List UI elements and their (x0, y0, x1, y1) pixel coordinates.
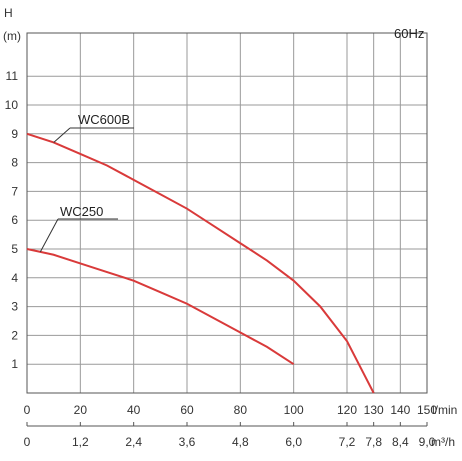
x2-tick-label: 7,2 (339, 435, 356, 449)
curves (26, 132, 375, 394)
y-tick-label: 11 (6, 69, 19, 83)
grid (26, 32, 428, 427)
y-tick-label: 10 (5, 98, 19, 112)
y-axis-label: H (4, 6, 13, 20)
series-line-wc250 (26, 248, 295, 366)
x-tick-label: 130 (364, 403, 384, 417)
x2-tick-label: 7,8 (365, 435, 382, 449)
x-tick-label: 150 (417, 403, 437, 417)
x-tick-label: 80 (234, 403, 248, 417)
y-tick-label: 5 (11, 242, 18, 256)
x2-tick-label: 6,0 (285, 435, 302, 449)
x-tick-label: 0 (24, 403, 31, 417)
x-tick-label: 60 (180, 403, 194, 417)
y-axis-unit: (m) (3, 29, 21, 43)
series-label-wc600b: WC600B (78, 112, 130, 127)
x2-tick-label: 0 (24, 435, 31, 449)
x2-tick-label: 9,0 (419, 435, 436, 449)
x-tick-label: 100 (284, 403, 304, 417)
y-tick-label: 1 (11, 357, 18, 371)
y-tick-label: 4 (11, 271, 18, 285)
x2-tick-label: 4,8 (232, 435, 249, 449)
x2-tick-label: 3,6 (179, 435, 196, 449)
x-tick-label: 20 (74, 403, 88, 417)
y-tick-label: 8 (11, 156, 18, 170)
x-tick-label: 140 (390, 403, 410, 417)
plot-frame (26, 32, 428, 394)
y-tick-label: 6 (11, 213, 18, 227)
x-tick-label: 120 (337, 403, 357, 417)
leaders (39, 127, 134, 253)
y-tick-label: 7 (11, 184, 18, 198)
x-tick-label: 40 (127, 403, 141, 417)
x2-tick-label: 1,2 (72, 435, 89, 449)
y-tick-label: 3 (11, 300, 18, 314)
frequency-annotation: 60Hz (394, 26, 424, 41)
wc600b-leader-diagonal (53, 127, 71, 143)
ticks: 0 0 20 1,2 40 2,4 60 3,6 80 4,8 100 6,0 120 7,2 130 7,8… (5, 69, 438, 449)
x2-tick-label: 8,4 (392, 435, 409, 449)
series-line-wc600b (26, 132, 375, 394)
series-label-wc250: WC250 (60, 204, 103, 219)
x2-axis-label: m³/h (431, 435, 455, 449)
y-tick-label: 9 (11, 127, 18, 141)
y-tick-label: 2 (11, 328, 18, 342)
x2-tick-label: 2,4 (125, 435, 142, 449)
x-axis-label: l/min (432, 403, 457, 417)
wc250-leader-diagonal (39, 218, 59, 253)
